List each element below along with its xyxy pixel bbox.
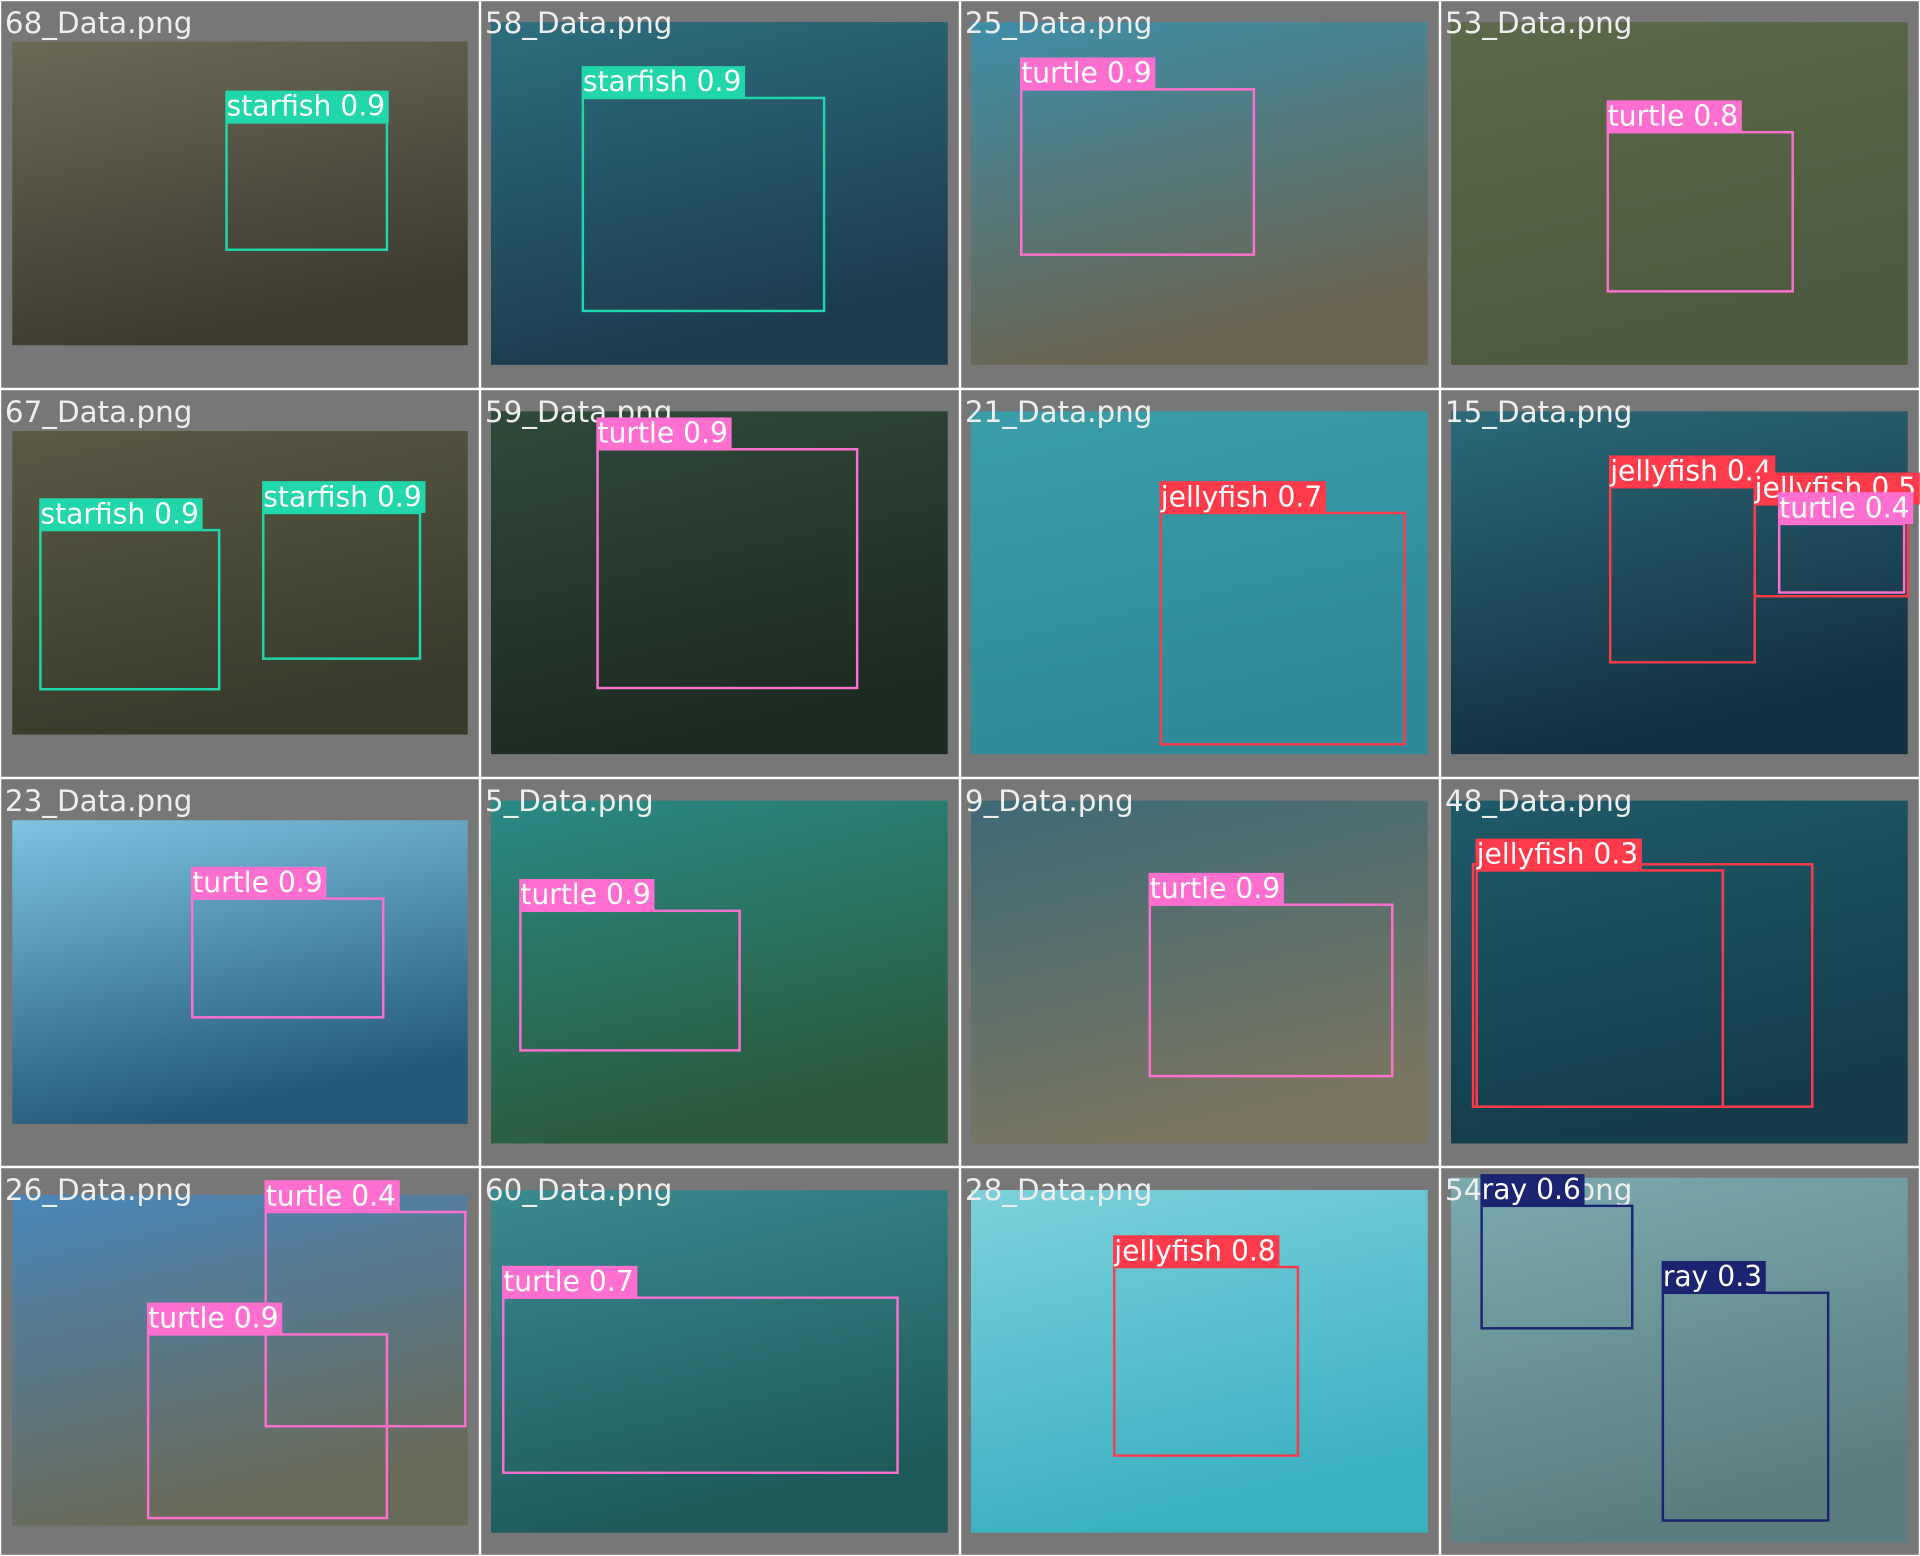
tile: 68_Data.png starfish 0.9: [1, 1, 479, 388]
tile: 21_Data.png jellyfish 0.7: [961, 390, 1439, 777]
file-name: 67_Data.png: [5, 395, 192, 429]
label-background: [1159, 481, 1326, 513]
image: [12, 41, 468, 346]
detection-label: jellyfish 0.3: [1476, 838, 1638, 871]
file-name: 48_Data.png: [1445, 784, 1632, 818]
file-name: 23_Data.png: [5, 784, 192, 818]
tile: 26_Data.png turtle 0.4 turtle 0.9: [1, 1168, 479, 1555]
detection-label: turtle 0.9: [148, 1302, 278, 1335]
detection-label: turtle 0.9: [1021, 57, 1151, 90]
detection-label: jellyfish 0.7: [1160, 480, 1322, 513]
tile: 58_Data.png starfish 0.9: [481, 1, 959, 388]
label-background: [1480, 1174, 1585, 1206]
file-name: 5_Data.png: [485, 784, 654, 818]
label-background: [1606, 100, 1742, 133]
file-name: 58_Data.png: [485, 6, 672, 40]
file-name: 26_Data.png: [5, 1173, 192, 1207]
detection-label: turtle 0.9: [1150, 872, 1280, 905]
label-background: [1475, 838, 1642, 871]
detection-label: starfish 0.9: [227, 90, 386, 123]
file-name: 68_Data.png: [5, 6, 192, 40]
detection-label: starfish 0.9: [263, 480, 422, 513]
detection-label: starfish 0.9: [40, 497, 199, 530]
detection-label: jellyfish 0.4: [1609, 455, 1771, 488]
image: [491, 411, 948, 755]
file-name: 25_Data.png: [965, 6, 1152, 40]
label-background: [225, 90, 389, 123]
image: [1451, 22, 1908, 365]
file-name: 21_Data.png: [965, 395, 1152, 429]
label-background: [1777, 492, 1914, 524]
tile: 67_Data.png starfish 0.9 starfish 0.9: [1, 390, 479, 777]
detection-label: ray 0.6: [1482, 1173, 1581, 1206]
image: [491, 1189, 948, 1533]
tile: 48_Data.png jellyfish 0.3: [1441, 779, 1919, 1166]
image: [971, 800, 1428, 1144]
detection-label: ray 0.3: [1663, 1260, 1762, 1293]
label-background: [39, 498, 203, 531]
label-background: [596, 417, 732, 450]
label-background: [1113, 1235, 1280, 1268]
label-background: [146, 1302, 283, 1335]
detection-box: [502, 1296, 899, 1474]
file-name: 53_Data.png: [1445, 6, 1632, 40]
tile: 28_Data.png jellyfish 0.8: [961, 1168, 1439, 1555]
detection-label: turtle 0.8: [1608, 100, 1738, 133]
detection-label: turtle 0.4: [266, 1179, 396, 1212]
label-background: [1661, 1260, 1766, 1293]
label-background: [262, 481, 426, 513]
label-background: [502, 1265, 638, 1298]
label-background: [264, 1180, 400, 1212]
image: [12, 1194, 468, 1526]
image: [1451, 1177, 1908, 1543]
image: [971, 411, 1428, 755]
label-background: [581, 66, 746, 98]
file-name: 60_Data.png: [485, 1173, 672, 1207]
detection-label: turtle 0.9: [598, 417, 728, 450]
detection-label: turtle 0.9: [192, 866, 322, 899]
label-background: [1148, 872, 1284, 905]
file-name: 15_Data.png: [1445, 395, 1632, 429]
detection-label: turtle 0.9: [520, 878, 650, 911]
detection-label: jellyfish 0.8: [1113, 1234, 1275, 1267]
detection-label: turtle 0.4: [1779, 491, 1909, 524]
file-name: 9_Data.png: [965, 784, 1134, 818]
label-background: [519, 878, 655, 911]
label-background: [1020, 57, 1156, 90]
label-background: [191, 866, 327, 899]
image: [491, 800, 948, 1144]
detection-label: turtle 0.7: [503, 1265, 633, 1298]
detection-label: starfish 0.9: [583, 65, 742, 98]
file-name: 28_Data.png: [965, 1173, 1152, 1207]
label-background: [1608, 455, 1776, 488]
